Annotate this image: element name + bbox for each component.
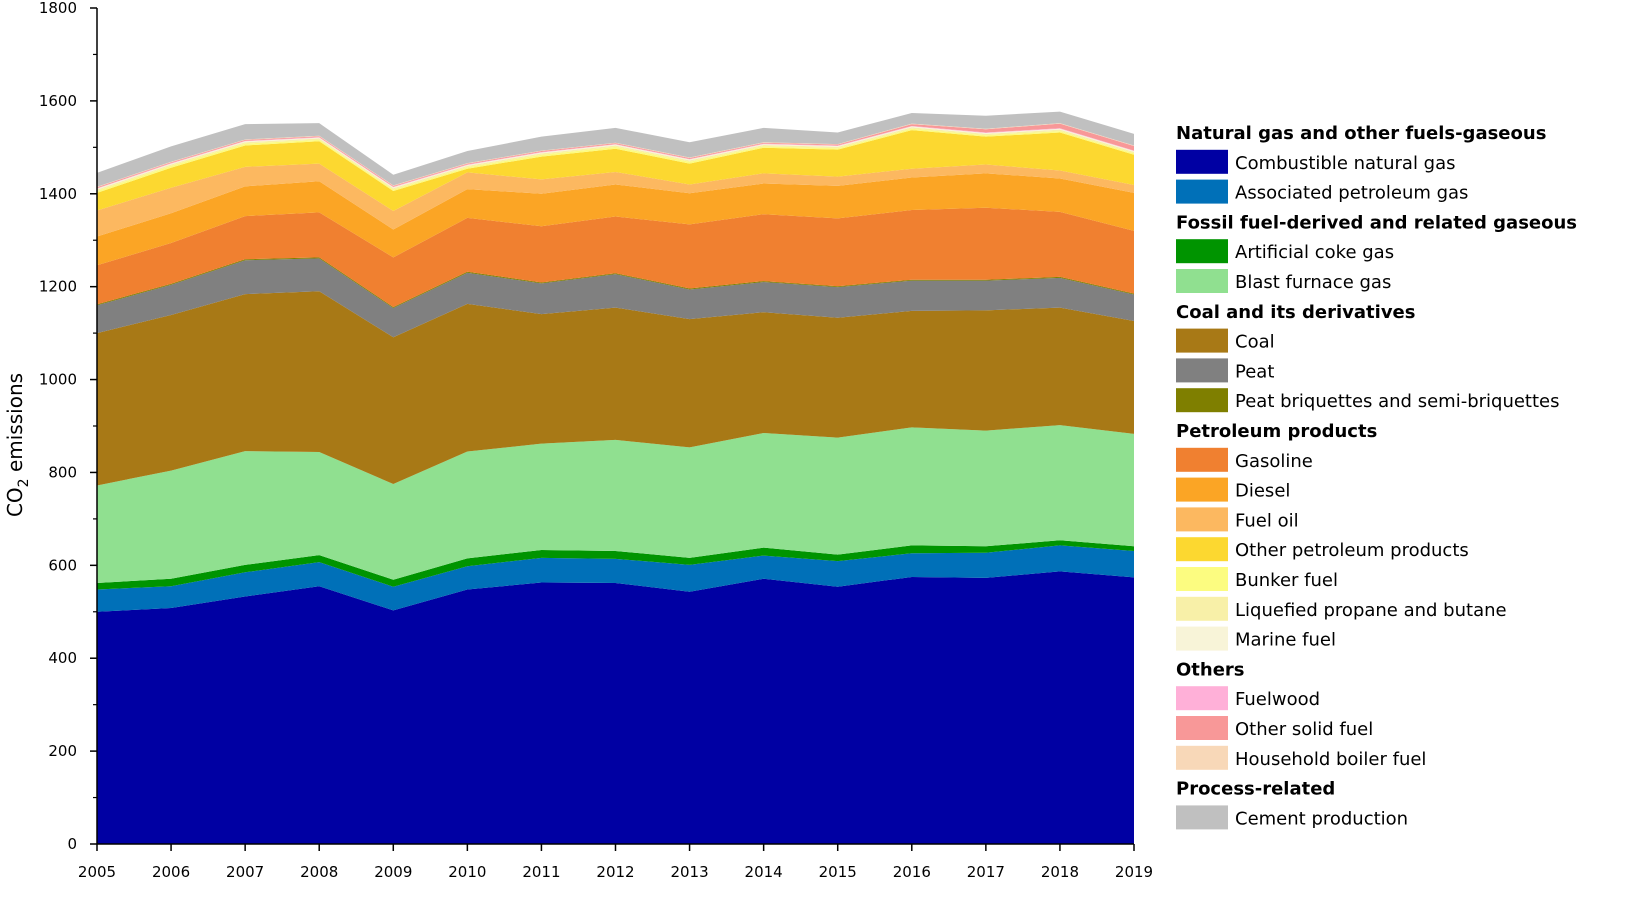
x-tick-label: 2014 (745, 863, 783, 881)
x-tick-label: 2015 (819, 863, 857, 881)
y-tick-label: 1400 (39, 185, 77, 203)
legend-label: Coal (1235, 332, 1275, 353)
area-diesel (97, 173, 1134, 266)
legend-swatch-associated-petroleum-gas (1176, 179, 1228, 204)
legend-group-title: Coal and its derivatives (1176, 302, 1415, 323)
legend-label: Combustible natural gas (1235, 153, 1456, 174)
y-axis-label-subscript: 2 (16, 478, 32, 487)
y-tick-label: 1600 (39, 92, 77, 110)
y-axis-label-main: CO (3, 487, 27, 517)
legend-swatch-peat (1176, 358, 1228, 383)
y-tick-label: 800 (48, 463, 77, 481)
legend-label: Household boiler fuel (1235, 749, 1426, 770)
legend-label: Peat (1235, 361, 1274, 382)
y-tick-label: 1800 (39, 0, 77, 17)
legend: Natural gas and other fuels-gaseous Combu… (1176, 123, 1577, 830)
x-tick-label: 2018 (1041, 863, 1079, 881)
legend-label: Other petroleum products (1235, 540, 1469, 561)
y-axis-label: CO2 emissions (3, 373, 32, 517)
legend-label: Other solid fuel (1235, 719, 1373, 740)
x-tick-label: 2009 (374, 863, 412, 881)
legend-label: Fuelwood (1235, 689, 1320, 710)
legend-swatch-diesel (1176, 477, 1228, 502)
legend-swatch-peat-briquettes (1176, 388, 1228, 413)
x-tick-label: 2010 (448, 863, 486, 881)
legend-label: Liquefied propane and butane (1235, 600, 1507, 621)
axes-layer: 0 200 400 600 800 1000 1200 1400 1600 1800 2005 200… (39, 0, 1153, 881)
y-tick-label: 400 (48, 649, 77, 667)
y-tick-label: 1000 (39, 371, 77, 389)
area-artificial-coke-gas (97, 540, 1134, 590)
area-series-layer (97, 111, 1134, 844)
area-cement (97, 111, 1134, 187)
area-blast-furnace-gas (97, 425, 1134, 583)
legend-label: Cement production (1235, 808, 1408, 829)
legend-swatch-gasoline (1176, 447, 1228, 472)
legend-swatch-fuelwood (1176, 686, 1228, 711)
legend-swatch-blast-furnace-gas (1176, 269, 1228, 293)
y-tick-label: 1200 (39, 278, 77, 296)
x-tick-label: 2019 (1115, 863, 1153, 881)
legend-swatch-coal (1176, 328, 1228, 353)
legend-group-title: Process-related (1176, 779, 1335, 800)
area-associated-petroleum-gas (97, 545, 1134, 612)
legend-label: Bunker fuel (1235, 570, 1338, 591)
legend-label: Gasoline (1235, 451, 1313, 472)
legend-label: Peat briquettes and semi-briquettes (1235, 391, 1560, 412)
x-tick-label: 2005 (78, 863, 116, 881)
x-tick-label: 2016 (893, 863, 931, 881)
legend-group-title: Fossil fuel-derived and related gaseous (1176, 212, 1577, 233)
x-tick-label: 2007 (226, 863, 264, 881)
legend-swatch-lpg (1176, 596, 1228, 621)
x-tick-label: 2017 (967, 863, 1005, 881)
legend-swatch-bunker-fuel (1176, 567, 1228, 591)
legend-swatch-fuel-oil (1176, 507, 1228, 532)
y-tick-label: 600 (48, 556, 77, 574)
x-tick-label: 2006 (152, 863, 190, 881)
legend-label: Marine fuel (1235, 630, 1336, 651)
legend-label: Fuel oil (1235, 510, 1299, 531)
legend-label: Associated petroleum gas (1235, 183, 1468, 204)
legend-swatch-other-solid (1176, 716, 1228, 740)
x-tick-label: 2012 (596, 863, 634, 881)
legend-label: Blast furnace gas (1235, 272, 1391, 293)
y-tick-label: 0 (67, 835, 77, 853)
y-axis-label-rest: emissions (3, 373, 27, 478)
area-peat (97, 258, 1134, 338)
area-gasoline (97, 207, 1134, 308)
legend-swatch-household-boiler (1176, 745, 1228, 770)
area-combustible-natural-gas (97, 571, 1134, 844)
area-other-petroleum (97, 130, 1134, 211)
legend-group-title: Others (1176, 659, 1245, 680)
area-coal (97, 291, 1134, 486)
legend-swatch-combustible-natural-gas (1176, 149, 1228, 174)
legend-group-title: Natural gas and other fuels-gaseous (1176, 123, 1546, 144)
x-tick-label: 2013 (670, 863, 708, 881)
legend-group-title: Petroleum products (1176, 421, 1377, 442)
legend-label: Diesel (1235, 481, 1290, 502)
area-fuel-oil (97, 163, 1134, 237)
y-tick-label: 200 (48, 742, 77, 760)
legend-swatch-other-petroleum (1176, 537, 1228, 562)
x-tick-label: 2008 (300, 863, 338, 881)
x-tick-label: 2011 (522, 863, 560, 881)
legend-swatch-cement (1176, 805, 1228, 830)
legend-swatch-artificial-coke-gas (1176, 239, 1228, 264)
legend-label: Artificial coke gas (1235, 242, 1394, 263)
legend-swatch-marine-fuel (1176, 626, 1228, 651)
